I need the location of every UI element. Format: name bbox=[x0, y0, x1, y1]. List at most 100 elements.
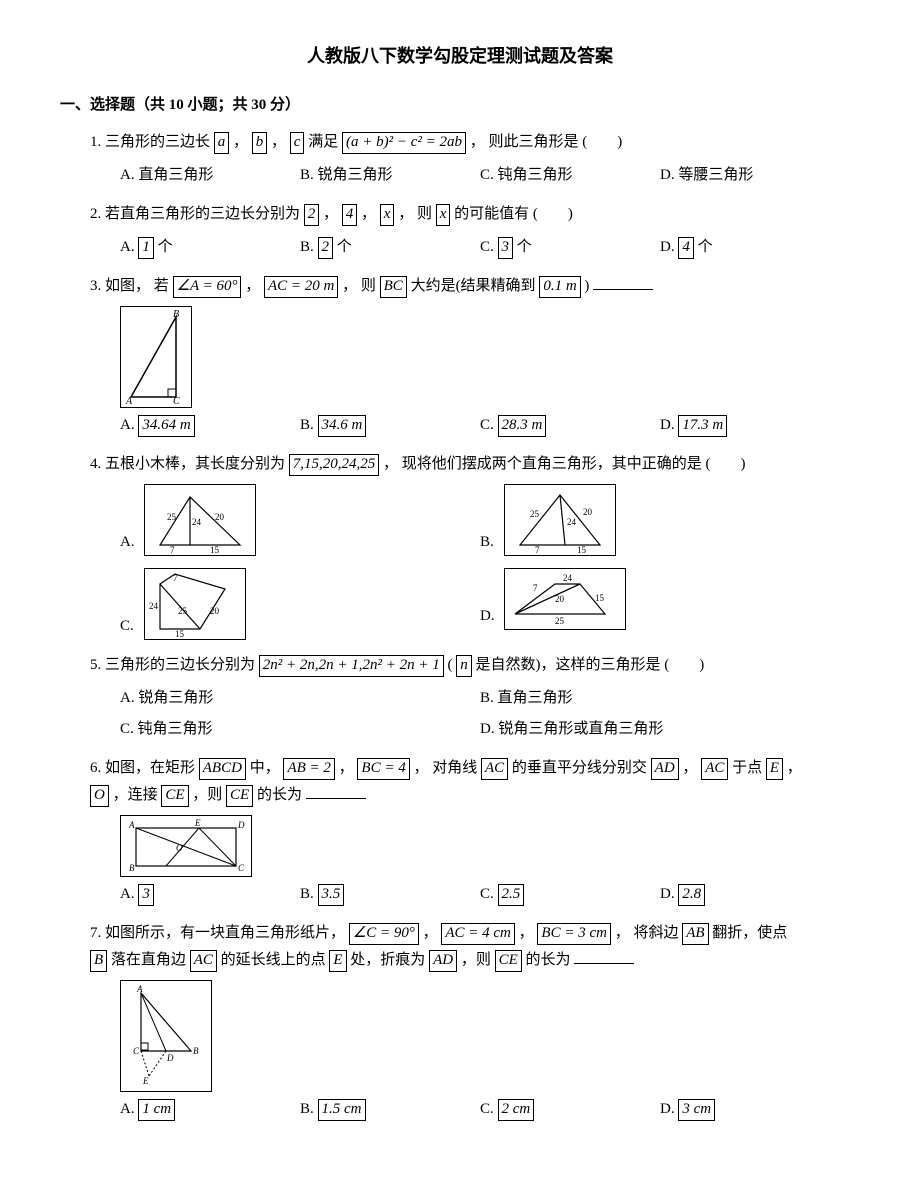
val: 2 bbox=[318, 237, 334, 259]
svg-text:C: C bbox=[238, 863, 245, 873]
q5-optB: B. 直角三角形 bbox=[480, 685, 840, 712]
q7-m7: 处，折痕为 bbox=[350, 952, 429, 968]
q4-optA: A. 25 24 20 7 15 bbox=[120, 484, 480, 556]
label: C. bbox=[480, 239, 498, 255]
svg-text:20: 20 bbox=[210, 606, 220, 616]
svg-text:20: 20 bbox=[555, 594, 565, 604]
q7-optC: C. 2 cm bbox=[480, 1096, 660, 1123]
svg-text:24: 24 bbox=[192, 517, 202, 527]
svg-text:20: 20 bbox=[583, 507, 593, 517]
q3-optD: D. 17.3 m bbox=[660, 412, 840, 439]
page-title: 人教版八下数学勾股定理测试题及答案 bbox=[60, 40, 860, 72]
q2-num: 2. bbox=[90, 206, 101, 222]
val: 3.5 bbox=[318, 884, 345, 906]
q3-num: 3. bbox=[90, 278, 101, 294]
q6-num: 6. bbox=[90, 760, 101, 776]
svg-text:15: 15 bbox=[577, 545, 587, 555]
q5-num: 5. bbox=[90, 657, 101, 673]
q2-pre: 若直角三角形的三边长分别为 bbox=[105, 206, 304, 222]
q7-ad: AD bbox=[429, 950, 457, 972]
rectangle-figure-icon: A E D B C O bbox=[120, 815, 252, 877]
label: D. bbox=[480, 603, 495, 630]
svg-text:24: 24 bbox=[149, 601, 159, 611]
q7-options: A. 1 cm B. 1.5 cm C. 2 cm D. 3 cm bbox=[120, 1096, 860, 1127]
svg-text:7: 7 bbox=[535, 545, 540, 555]
label: C. bbox=[480, 1101, 498, 1117]
q6-post: 的长为 bbox=[257, 787, 302, 803]
label: B. bbox=[300, 417, 318, 433]
q7-m1: ， bbox=[423, 925, 442, 941]
q7-m3: ， 将斜边 bbox=[615, 925, 683, 941]
label: A. bbox=[120, 886, 138, 902]
q6-m5: ， bbox=[682, 760, 701, 776]
q6-m3: ， 对角线 bbox=[413, 760, 481, 776]
label: A. bbox=[120, 529, 135, 556]
q2-m1: ， bbox=[323, 206, 342, 222]
q6-optA: A. 3 bbox=[120, 881, 300, 908]
q3-pre: 如图， 若 bbox=[105, 278, 173, 294]
q6-m1: 中， bbox=[250, 760, 284, 776]
q7-ce: CE bbox=[495, 950, 522, 972]
q6-options: A. 3 B. 3.5 C. 2.5 D. 2.8 bbox=[120, 881, 860, 912]
q3-prec: 0.1 m bbox=[539, 276, 580, 298]
q1-optA: A. 直角三角形 bbox=[120, 162, 300, 189]
svg-text:B: B bbox=[129, 863, 135, 873]
q4-vals: 7,15,20,24,25 bbox=[289, 454, 380, 476]
svg-text:A: A bbox=[136, 984, 143, 994]
val: 4 bbox=[678, 237, 694, 259]
q6-pre: 如图，在矩形 bbox=[105, 760, 199, 776]
q2-optD: D. 4 个 bbox=[660, 234, 840, 261]
q1-var-b: b bbox=[252, 132, 268, 154]
q7-m4: 翻折，使点 bbox=[712, 925, 787, 941]
q6-ad: AD bbox=[651, 758, 679, 780]
q6-m8: ，连接 bbox=[113, 787, 162, 803]
q6-ac2: AC bbox=[701, 758, 728, 780]
q3-then: ， 则 bbox=[342, 278, 380, 294]
label: B. bbox=[300, 886, 318, 902]
triangle-figure-icon: A C B bbox=[120, 306, 192, 408]
question-6: 6. 如图，在矩形 ABCD 中， AB = 2 ， BC = 4 ， 对角线 … bbox=[90, 755, 860, 809]
q5-optD: D. 锐角三角形或直角三角形 bbox=[480, 716, 840, 743]
label: B. bbox=[480, 529, 494, 556]
q2-options: A. 1 个 B. 2 个 C. 3 个 D. 4 个 bbox=[120, 234, 860, 265]
svg-text:A: A bbox=[125, 396, 133, 407]
val: 17.3 m bbox=[678, 415, 727, 437]
q4-optB: B. 25 24 20 7 15 bbox=[480, 484, 840, 556]
q1-options: A. 直角三角形 B. 锐角三角形 C. 钝角三角形 D. 等腰三角形 bbox=[120, 162, 860, 193]
question-1: 1. 三角形的三边长 a ， b ， c 满足 (a + b)² − c² = … bbox=[90, 129, 860, 156]
q6-m7: ， bbox=[787, 760, 802, 776]
q7-bc: BC = 3 cm bbox=[537, 923, 611, 945]
val: 1 cm bbox=[138, 1099, 175, 1121]
q4-optD: D. 7 24 20 15 25 bbox=[480, 568, 840, 640]
label: B. bbox=[300, 239, 318, 255]
q6-e: E bbox=[766, 758, 783, 780]
q6-optB: B. 3.5 bbox=[300, 881, 480, 908]
q2-v2: 4 bbox=[342, 204, 358, 226]
q1-var-c: c bbox=[290, 132, 305, 154]
q4-options-row2: C. 24 7 25 20 15 D. 7 24 20 15 25 bbox=[120, 568, 860, 644]
q6-optC: C. 2.5 bbox=[480, 881, 660, 908]
q2-v3: x bbox=[380, 204, 395, 226]
triangle-a-icon: 25 24 20 7 15 bbox=[144, 484, 256, 556]
label: C. bbox=[120, 613, 134, 640]
suf: 个 bbox=[513, 239, 532, 255]
q5-formula: 2n² + 2n,2n + 1,2n² + 2n + 1 bbox=[259, 655, 444, 677]
svg-text:C: C bbox=[173, 396, 180, 407]
svg-text:D: D bbox=[166, 1053, 174, 1063]
q5-nvar: n bbox=[456, 655, 472, 677]
q7-optB: B. 1.5 cm bbox=[300, 1096, 480, 1123]
q1-satisfy: 满足 bbox=[308, 134, 342, 150]
q1-optB: B. 锐角三角形 bbox=[300, 162, 480, 189]
q6-abcd: ABCD bbox=[199, 758, 246, 780]
q3-ac: AC = 20 m bbox=[264, 276, 338, 298]
q6-o: O bbox=[90, 785, 109, 807]
q7-ac: AC = 4 cm bbox=[441, 923, 515, 945]
label: D. bbox=[660, 239, 678, 255]
q5-pre: 三角形的三边长分别为 bbox=[105, 657, 259, 673]
svg-text:25: 25 bbox=[167, 512, 177, 522]
svg-text:24: 24 bbox=[567, 517, 577, 527]
label: A. bbox=[120, 239, 138, 255]
label: D. bbox=[660, 417, 678, 433]
q3-blank bbox=[593, 274, 653, 290]
question-7: 7. 如图所示，有一块直角三角形纸片， ∠C = 90° ， AC = 4 cm… bbox=[90, 920, 860, 974]
